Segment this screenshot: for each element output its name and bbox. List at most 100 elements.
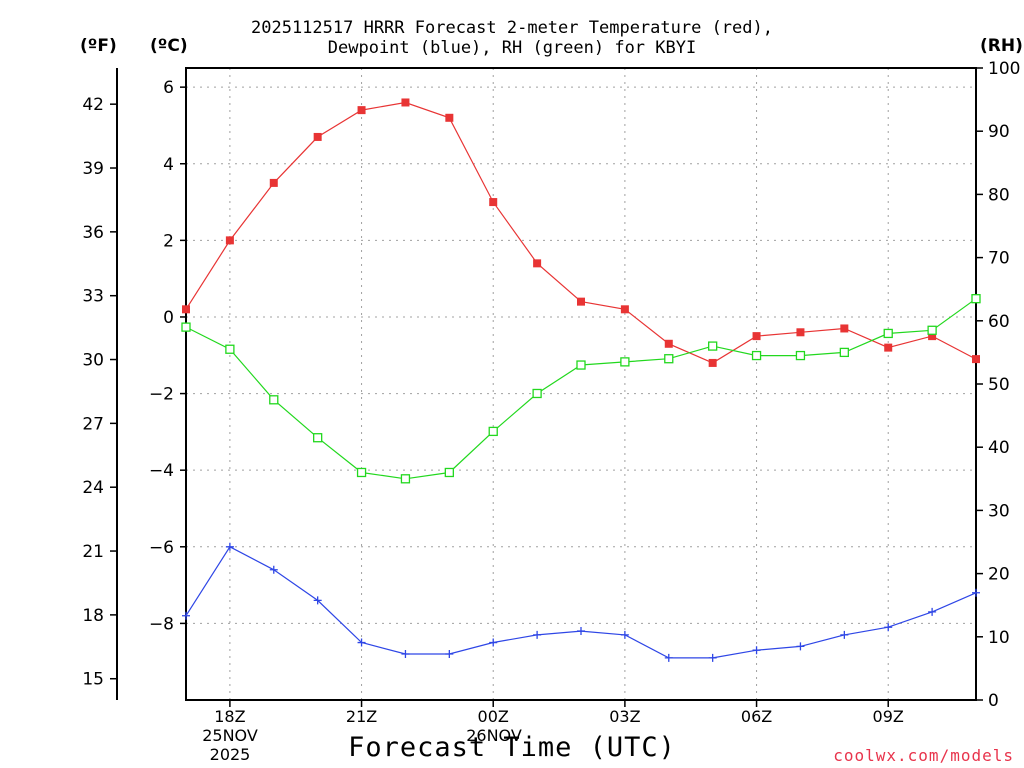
fahrenheit-tick-label: 18: [82, 606, 104, 626]
celsius-tick-label: −6: [149, 538, 174, 558]
credit-label: coolwx.com/models: [833, 746, 1014, 765]
relative-humidity-point: [313, 433, 323, 443]
rh-tick-label: 0: [988, 691, 999, 711]
2-meter-temperature-point: [928, 332, 937, 341]
fahrenheit-tick-label: 42: [82, 95, 104, 115]
fahrenheit-unit-label: (ºF): [80, 36, 117, 56]
relative-humidity-point: [576, 360, 586, 370]
grid-lines: [186, 68, 976, 700]
dewpoint-point: [796, 642, 805, 651]
celsius-tick-label: 2: [163, 231, 174, 251]
fahrenheit-tick-label: 39: [82, 159, 104, 179]
x-tick-label: 18Z: [214, 707, 245, 726]
rh-tick-label: 30: [988, 501, 1010, 521]
relative-humidity-point: [400, 474, 411, 484]
2-meter-temperature-point: [269, 178, 278, 187]
celsius-tick-label: −2: [149, 385, 174, 405]
dewpoint-point: [225, 542, 234, 551]
2-meter-temperature-point: [577, 297, 585, 306]
rh-tick-label: 40: [988, 438, 1010, 458]
2-meter-temperature-point: [752, 332, 761, 341]
rh-unit-label: (RH): [980, 36, 1023, 56]
celsius-tick-label: 0: [163, 308, 174, 328]
2-meter-temperature-point: [796, 328, 805, 337]
dewpoint-point: [972, 588, 980, 597]
axis-ticks: 18Z 21Z 00Z 03Z 06Z 09Z6420−2−4−6−84239363330…: [82, 59, 1020, 726]
celsius-tick-label: −4: [149, 461, 174, 481]
dewpoint-point: [313, 596, 322, 605]
dewpoint-point: [708, 653, 717, 662]
dewpoint-point: [445, 650, 454, 659]
dewpoint-point: [884, 623, 893, 632]
relative-humidity-point: [839, 347, 849, 358]
fahrenheit-tick-label: 15: [82, 670, 104, 690]
dewpoint-point: [489, 638, 498, 647]
rh-tick-label: 50: [988, 375, 1010, 395]
2-meter-temperature-point: [489, 198, 498, 207]
relative-humidity-point: [883, 328, 893, 339]
relative-humidity-line: [185, 298, 977, 480]
fahrenheit-tick-label: 21: [82, 542, 104, 562]
dewpoint-point: [928, 607, 937, 616]
x-tick-label: 21Z: [346, 707, 377, 726]
2-meter-temperature-point: [840, 324, 849, 333]
rh-tick-label: 70: [988, 249, 1010, 269]
relative-humidity-point: [795, 350, 806, 361]
relative-humidity-point: [751, 350, 762, 361]
relative-humidity-point: [444, 467, 454, 478]
relative-humidity-point: [225, 344, 235, 354]
dewpoint-line: [185, 546, 977, 659]
dewpoint-point: [664, 653, 673, 662]
2-meter-temperature-point: [401, 98, 410, 107]
fahrenheit-tick-label: 36: [82, 223, 104, 243]
dewpoint-point: [840, 630, 849, 639]
fahrenheit-tick-label: 33: [82, 287, 104, 307]
celsius-tick-label: 6: [163, 78, 174, 98]
x-tick-label: 06Z: [741, 707, 772, 726]
fahrenheit-tick-label: 30: [82, 351, 104, 371]
dewpoint-point: [533, 630, 542, 639]
x-axis-title: Forecast Time (UTC): [348, 732, 676, 763]
data-series: [181, 98, 981, 662]
2-meter-temperature-point: [884, 343, 893, 352]
relative-humidity-point: [488, 426, 498, 437]
first-year-label: 2025: [209, 745, 251, 764]
2-meter-temperature-point: [313, 132, 322, 141]
2-meter-temperature-point: [445, 113, 454, 122]
chart-title-line1: 2025112517 HRRR Forecast 2-meter Tempera…: [251, 18, 773, 38]
celsius-unit-label: (ºC): [150, 36, 188, 56]
fahrenheit-tick-label: 27: [82, 414, 104, 434]
x-tick-label: 00Z: [478, 707, 509, 726]
relative-humidity-point: [269, 395, 279, 405]
x-tick-label: 09Z: [873, 707, 904, 726]
2-meter-temperature-point: [620, 305, 629, 314]
rh-tick-label: 60: [988, 312, 1010, 332]
dewpoint-point: [752, 646, 761, 655]
rh-tick-label: 90: [988, 122, 1010, 142]
relative-humidity-point: [356, 467, 367, 478]
celsius-tick-label: 4: [163, 155, 174, 175]
celsius-tick-label: −8: [149, 614, 174, 634]
relative-humidity-point: [532, 388, 542, 399]
first-date-label: 25NOV: [202, 726, 258, 745]
x-tick-label: 03Z: [609, 707, 640, 726]
relative-humidity-point: [927, 325, 937, 335]
chart-title-line2: Dewpoint (blue), RH (green) for KBYI: [327, 38, 697, 58]
2-meter-temperature-point: [972, 355, 980, 364]
relative-humidity-point: [181, 322, 191, 332]
rh-tick-label: 100: [988, 59, 1020, 79]
dewpoint-point: [269, 565, 278, 574]
2-meter-temperature-line: [185, 101, 977, 364]
rh-tick-label: 80: [988, 185, 1010, 205]
2-meter-temperature-point: [708, 358, 717, 367]
relative-humidity-point: [620, 357, 630, 367]
relative-humidity-point: [708, 341, 718, 351]
2-meter-temperature-point: [182, 305, 190, 314]
2-meter-temperature-point: [533, 259, 542, 268]
dewpoint-point: [357, 638, 366, 647]
rh-tick-label: 10: [988, 628, 1010, 648]
plot-frame: [185, 67, 977, 701]
dewpoint-point: [620, 630, 629, 639]
2-meter-temperature-point: [225, 236, 234, 245]
